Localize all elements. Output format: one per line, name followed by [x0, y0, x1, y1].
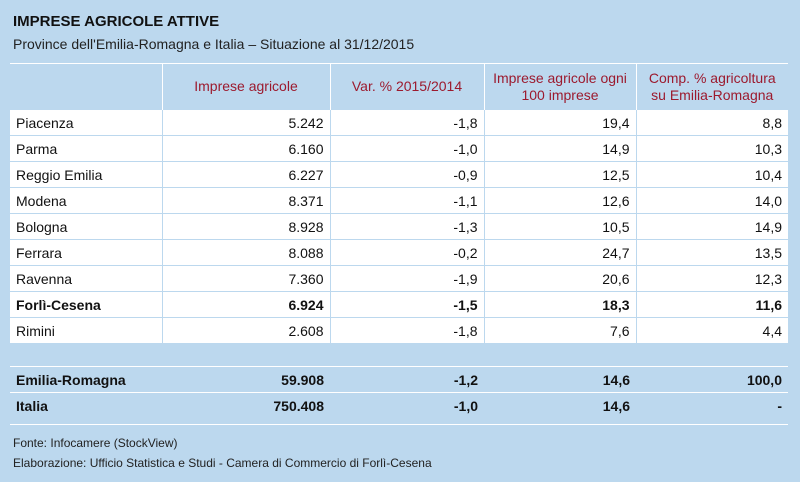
table-cell: 12,6: [483, 187, 636, 214]
row-label: Rimini: [10, 317, 162, 343]
row-label: Forlì-Cesena: [10, 291, 162, 318]
spacer-cell: [10, 343, 162, 367]
column-header-name: [10, 64, 162, 110]
table-cell: 10,4: [635, 161, 788, 188]
table-row: Ravenna 7.360 -1,9 20,6 12,3: [10, 265, 788, 292]
table-cell: 8,8: [635, 109, 788, 136]
table-cell: 12,5: [483, 161, 636, 188]
table-cell: 14,9: [483, 135, 636, 162]
spacer-cell: [636, 343, 788, 367]
table-cell: 11,6: [635, 291, 788, 318]
spacer-cell: [330, 343, 484, 367]
table-cell: 13,5: [635, 239, 788, 266]
table-cell: -0,9: [329, 161, 484, 188]
table-cell: 7,6: [483, 317, 636, 343]
row-label: Parma: [10, 135, 162, 162]
spacer-cell: [162, 343, 330, 367]
table-cell: 12,3: [635, 265, 788, 292]
bottom-divider: [10, 424, 788, 425]
table-cell: 750.408: [162, 392, 330, 418]
table-cell: 6.227: [161, 161, 330, 188]
spacer-row: [10, 343, 788, 367]
table-cell: -1,1: [329, 187, 484, 214]
table-row: Piacenza 5.242 -1,8 19,4 8,8: [10, 109, 788, 136]
row-label: Italia: [10, 392, 162, 418]
column-header-composizione: Comp. % agricoltura su Emilia-Romagna: [635, 64, 788, 110]
table-subtitle: Province dell'Emilia-Romagna e Italia – …: [13, 36, 415, 52]
table-cell: 24,7: [483, 239, 636, 266]
table-cell: 14,6: [484, 366, 636, 393]
table-cell: 4,4: [635, 317, 788, 343]
row-label: Ravenna: [10, 265, 162, 292]
table-cell: -1,0: [330, 392, 484, 418]
table-cell: 10,5: [483, 213, 636, 240]
table-row: Emilia-Romagna 59.908 -1,2 14,6 100,0: [10, 366, 788, 393]
table-row: Ferrara 8.088 -0,2 24,7 13,5: [10, 239, 788, 266]
table-cell: -1,8: [329, 317, 484, 343]
table-cell: 8.371: [161, 187, 330, 214]
table-cell: 14,6: [484, 392, 636, 418]
table-cell: -1,9: [329, 265, 484, 292]
table-cell: 8.928: [161, 213, 330, 240]
table-row: Bologna 8.928 -1,3 10,5 14,9: [10, 213, 788, 240]
table-cell: -1,5: [329, 291, 484, 318]
table-cell: 6.924: [161, 291, 330, 318]
table-cell: 10,3: [635, 135, 788, 162]
table-cell: 14,0: [635, 187, 788, 214]
row-label: Bologna: [10, 213, 162, 240]
column-header-variazione: Var. % 2015/2014: [329, 64, 484, 110]
row-label: Reggio Emilia: [10, 161, 162, 188]
table-body: Piacenza 5.242 -1,8 19,4 8,8 Parma 6.160 -1,0 14…: [10, 109, 788, 418]
table-cell: 6.160: [161, 135, 330, 162]
table-cell: -1,0: [329, 135, 484, 162]
row-label: Ferrara: [10, 239, 162, 266]
spacer-cell: [484, 343, 636, 367]
table-cell: -0,2: [329, 239, 484, 266]
column-header-ogni-100: Imprese agricole ogni 100 imprese: [483, 64, 636, 110]
table-row: Parma 6.160 -1,0 14,9 10,3: [10, 135, 788, 162]
table-cell: 20,6: [483, 265, 636, 292]
table-cell: 59.908: [162, 366, 330, 393]
table-row: Forlì-Cesena 6.924 -1,5 18,3 11,6: [10, 291, 788, 318]
table-row: Italia 750.408 -1,0 14,6-: [10, 392, 788, 418]
row-label: Emilia-Romagna: [10, 366, 162, 393]
top-divider: [10, 63, 788, 64]
row-label: Modena: [10, 187, 162, 214]
table-cell: 19,4: [483, 109, 636, 136]
data-table: Imprese agricole Var. % 2015/2014 Impres…: [10, 64, 788, 418]
table-row: Reggio Emilia 6.227 -0,9 12,5 10,4: [10, 161, 788, 188]
table-cell: 100,0: [636, 366, 788, 393]
table-cell: 5.242: [161, 109, 330, 136]
column-header-imprese: Imprese agricole: [161, 64, 330, 110]
header-row: Imprese agricole Var. % 2015/2014 Impres…: [10, 64, 788, 110]
table-cell: 14,9: [635, 213, 788, 240]
footer-source: Fonte: Infocamere (StockView): [13, 436, 178, 450]
table-cell: 7.360: [161, 265, 330, 292]
row-label: Piacenza: [10, 109, 162, 136]
table-cell: -: [636, 392, 788, 418]
table-row: Modena 8.371 -1,1 12,6 14,0: [10, 187, 788, 214]
table-cell: 2.608: [161, 317, 330, 343]
table-cell: -1,3: [329, 213, 484, 240]
table-cell: -1,8: [329, 109, 484, 136]
table-row: Rimini 2.608 -1,8 7,6 4,4: [10, 317, 788, 343]
table-cell: -1,2: [330, 366, 484, 393]
table-cell: 8.088: [161, 239, 330, 266]
footer-elaboration: Elaborazione: Ufficio Statistica e Studi…: [13, 456, 432, 470]
table-title: IMPRESE AGRICOLE ATTIVE: [13, 13, 220, 30]
table-cell: 18,3: [483, 291, 636, 318]
